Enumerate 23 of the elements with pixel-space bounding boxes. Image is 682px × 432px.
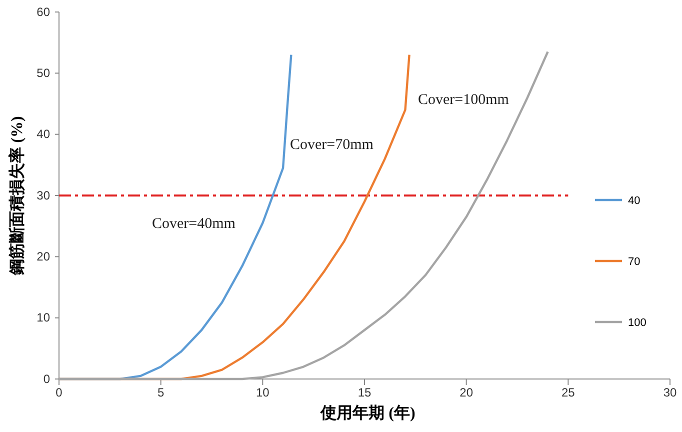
- x-tick-label: 20: [460, 386, 474, 400]
- y-tick-label: 0: [43, 372, 50, 386]
- y-tick-label: 60: [36, 4, 50, 19]
- y-tick-label: 30: [36, 188, 50, 202]
- annotation: Cover=40mm: [152, 216, 236, 232]
- x-axis-title: 使用年期 (年): [320, 404, 416, 422]
- x-tick-label: 5: [157, 386, 164, 400]
- legend-label: 100: [628, 317, 646, 329]
- legend-label: 40: [628, 195, 640, 207]
- y-tick-label: 40: [36, 127, 50, 142]
- legend-label: 70: [628, 256, 640, 268]
- x-tick-label: 15: [358, 386, 372, 400]
- x-tick-label: 25: [561, 386, 576, 400]
- x-tick-label: 30: [663, 386, 677, 400]
- y-tick-label: 20: [36, 250, 50, 264]
- line-series: [58, 50, 549, 380]
- y-tick-label: 50: [36, 66, 50, 80]
- annotation: Cover=100mm: [418, 92, 510, 108]
- x-tick-label: 0: [56, 386, 63, 400]
- y-axis-title: 鋼筋斷面積損失率 (%): [7, 116, 26, 276]
- x-tick-label: 10: [256, 386, 270, 400]
- y-tick-label: 10: [36, 310, 50, 325]
- annotation: Cover=70mm: [290, 137, 374, 153]
